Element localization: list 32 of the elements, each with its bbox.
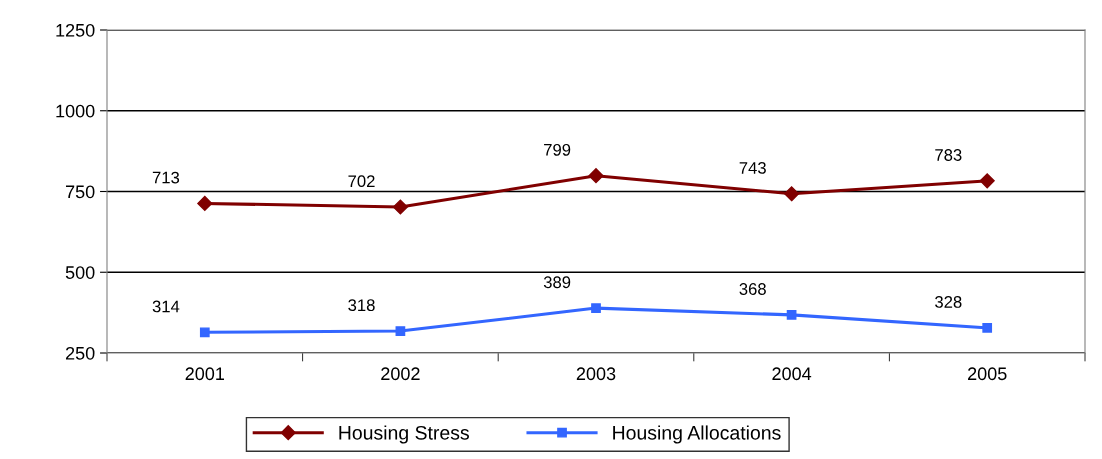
point xyxy=(979,173,995,189)
y-tick-label: 750 xyxy=(66,185,95,199)
data-label: 314 xyxy=(152,300,180,313)
point xyxy=(392,199,408,215)
data-label: 389 xyxy=(543,276,571,289)
point xyxy=(786,310,797,320)
x-tick-label: 2004 xyxy=(772,367,812,381)
data-label: 328 xyxy=(935,296,962,308)
x-tick-label: 2002 xyxy=(381,367,420,381)
x-tick-label: 2001 xyxy=(185,367,224,381)
y-tick-label: 250 xyxy=(65,346,95,360)
point xyxy=(784,186,800,202)
data-label: 713 xyxy=(152,171,180,184)
y-tick-label: 500 xyxy=(65,266,95,279)
point xyxy=(197,195,213,212)
legend-label: Housing Allocations xyxy=(613,425,781,444)
data-label: 799 xyxy=(544,143,571,156)
point xyxy=(982,322,993,333)
x-tick-label: 2005 xyxy=(968,367,1007,381)
point xyxy=(199,327,210,338)
x-tick-label: 2003 xyxy=(576,367,616,381)
data-label: 368 xyxy=(739,283,766,295)
y-tick-label: 1250 xyxy=(56,23,95,37)
point xyxy=(588,168,604,184)
legend-label: Housing Stress xyxy=(339,425,469,444)
data-label: 743 xyxy=(739,162,766,174)
y-tick-label: 1000 xyxy=(56,104,95,118)
data-label: 318 xyxy=(348,299,375,312)
data-label: 702 xyxy=(348,175,375,188)
point xyxy=(395,326,406,336)
point xyxy=(591,303,601,313)
data-label: 783 xyxy=(935,149,962,161)
